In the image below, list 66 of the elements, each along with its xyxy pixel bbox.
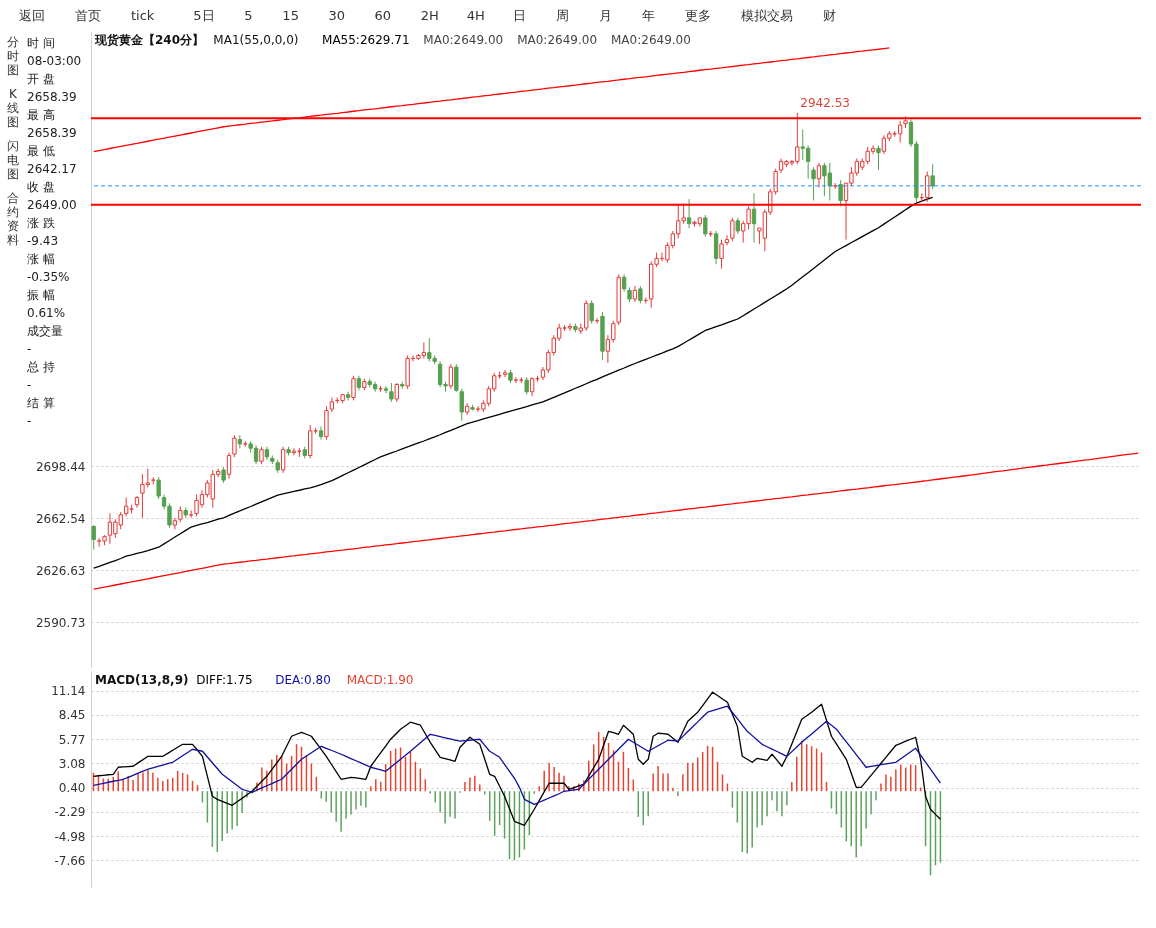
y-tick-label: 2662.54 — [35, 511, 86, 526]
text: 2H — [420, 8, 439, 23]
text: 首页 — [75, 8, 101, 23]
text: - — [27, 378, 32, 392]
text: 振 幅 — [27, 288, 55, 302]
annotation: 2942.53 — [800, 95, 850, 110]
text: 财 — [822, 8, 836, 23]
legend-title: MA1(55,0,0,0) — [213, 33, 299, 47]
text: 2658.39 — [27, 126, 77, 140]
text: tick — [131, 8, 155, 23]
text: - — [27, 414, 32, 428]
text: 5日 — [193, 8, 215, 23]
y-tick-label: 8.45 — [58, 708, 86, 723]
text: DEA:0.80 — [275, 673, 331, 687]
text: MA55:2629.71 — [322, 33, 410, 47]
text: 年 — [641, 8, 655, 23]
text: 4H — [466, 8, 485, 23]
text: 最 高 — [27, 108, 55, 122]
text: 周 — [555, 8, 569, 23]
text: 返回 — [19, 8, 45, 23]
text: 2658.39 — [27, 90, 77, 104]
chart-title: MACD(13,8,9) — [95, 673, 189, 687]
text: - — [27, 342, 32, 356]
text: 最 低 — [27, 144, 55, 158]
y-tick-label: -7.66 — [54, 853, 86, 868]
y-tick-label: 5.77 — [58, 732, 86, 747]
y-tick-label: -4.98 — [54, 829, 86, 844]
text: 成交量 — [27, 324, 63, 338]
text: 60 — [374, 8, 392, 23]
y-tick-label: 3.08 — [58, 756, 86, 771]
text: K线图 — [7, 87, 19, 129]
text: 结 算 — [27, 396, 55, 410]
text: 5 — [244, 8, 253, 23]
annotation: MA0:2649.00 — [423, 33, 504, 47]
annotation: MA0:2649.00 — [517, 33, 598, 47]
y-tick-label: -2.29 — [54, 805, 86, 820]
y-tick-label: 2590.73 — [35, 615, 86, 630]
text: 日 — [512, 8, 526, 23]
text: 涨 幅 — [27, 252, 55, 266]
text: 08-03:00 — [27, 54, 82, 68]
text: 涨 跌 — [27, 216, 55, 230]
text: 总 持 — [26, 360, 55, 374]
text: DIFF:1.75 — [196, 673, 253, 687]
text: 分时图 — [7, 35, 19, 77]
text: -0.35% — [27, 270, 70, 284]
y-tick-label: 0.40 — [58, 781, 86, 796]
text: 2642.17 — [27, 162, 77, 176]
text: 30 — [328, 8, 346, 23]
text: MACD:1.90 — [346, 673, 414, 687]
text: 更多 — [684, 8, 711, 23]
text: 开 盘 — [27, 72, 55, 86]
text: 15 — [282, 8, 299, 23]
text: 2649.00 — [27, 198, 77, 212]
text: 模拟交易 — [740, 8, 793, 23]
chart-title: 现货黄金【240分】 — [94, 33, 205, 47]
annotation: MA0:2649.00 — [611, 33, 691, 47]
text: 0.61% — [27, 306, 66, 320]
text: -9.43 — [27, 234, 59, 248]
y-tick-label: 2698.44 — [35, 459, 86, 474]
y-tick-label: 11.14 — [51, 684, 86, 699]
y-tick-label: 2626.63 — [35, 563, 86, 578]
text: 月 — [598, 8, 612, 23]
text: 时 间 — [27, 36, 55, 50]
text: 收 盘 — [27, 180, 55, 194]
text: 闪电图 — [7, 139, 19, 181]
text: 合约资料 — [7, 191, 19, 247]
